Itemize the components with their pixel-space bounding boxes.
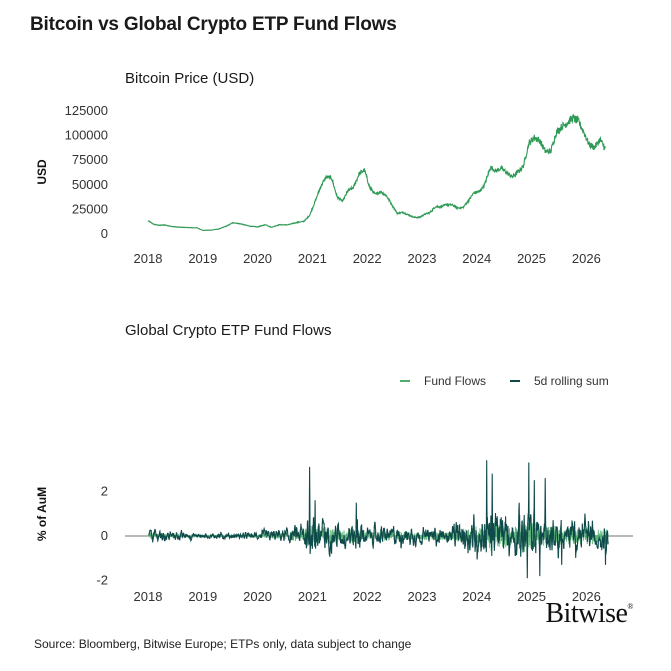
flows-x-tick-label: 2025 [517,589,546,604]
legend-swatch-rolling-sum [510,380,520,382]
flows-x-tick-label: 2021 [298,589,327,604]
flows-y-axis-label: % of AuM [35,487,49,541]
flows-x-tick-label: 2022 [353,589,382,604]
price-y-tick-label: 125000 [65,103,108,118]
price-y-tick-label: 75000 [72,152,108,167]
flows-x-tick-label: 2020 [243,589,272,604]
legend-label-rolling-sum: 5d rolling sum [534,374,609,388]
rolling-sum-line [148,460,609,579]
legend-rolling-sum: 5d rolling sum [510,374,609,388]
price-y-tick-label: 50000 [72,177,108,192]
flows-x-tick-label: 2019 [188,589,217,604]
flows-y-tick-label: 0 [101,528,108,543]
price-x-tick-label: 2024 [462,251,491,266]
legend-fund-flows: Fund Flows [400,374,486,388]
flows-y-tick-label: 2 [101,483,108,498]
price-x-tick-label: 2026 [572,251,601,266]
price-x-tick-label: 2023 [408,251,437,266]
source-note: Source: Bloomberg, Bitwise Europe; ETPs … [34,637,412,651]
price-x-tick-label: 2021 [298,251,327,266]
bitwise-logo: Bitwise® [545,598,633,629]
price-x-tick-label: 2019 [188,251,217,266]
price-x-tick-label: 2018 [134,251,163,266]
price-y-tick-label: 100000 [65,128,108,143]
price-y-tick-label: 25000 [72,201,108,216]
flows-x-tick-label: 2026 [572,589,601,604]
price-x-tick-label: 2025 [517,251,546,266]
flows-x-tick-label: 2024 [462,589,491,604]
price-x-tick-label: 2020 [243,251,272,266]
flows-x-tick-label: 2023 [408,589,437,604]
flows-chart-title: Global Crypto ETP Fund Flows [125,322,332,339]
legend-label-fund-flows: Fund Flows [424,374,487,388]
price-series-line [147,113,606,231]
price-chart-title: Bitcoin Price (USD) [125,70,255,87]
flows-y-tick-label: -2 [96,573,108,588]
chart-title: Bitcoin vs Global Crypto ETP Fund Flows [30,14,397,35]
price-x-tick-label: 2022 [353,251,382,266]
price-y-tick-label: 0 [101,226,108,241]
flows-x-tick-label: 2018 [134,589,163,604]
price-y-axis-label: USD [35,159,49,185]
legend-swatch-fund-flows [400,380,410,382]
